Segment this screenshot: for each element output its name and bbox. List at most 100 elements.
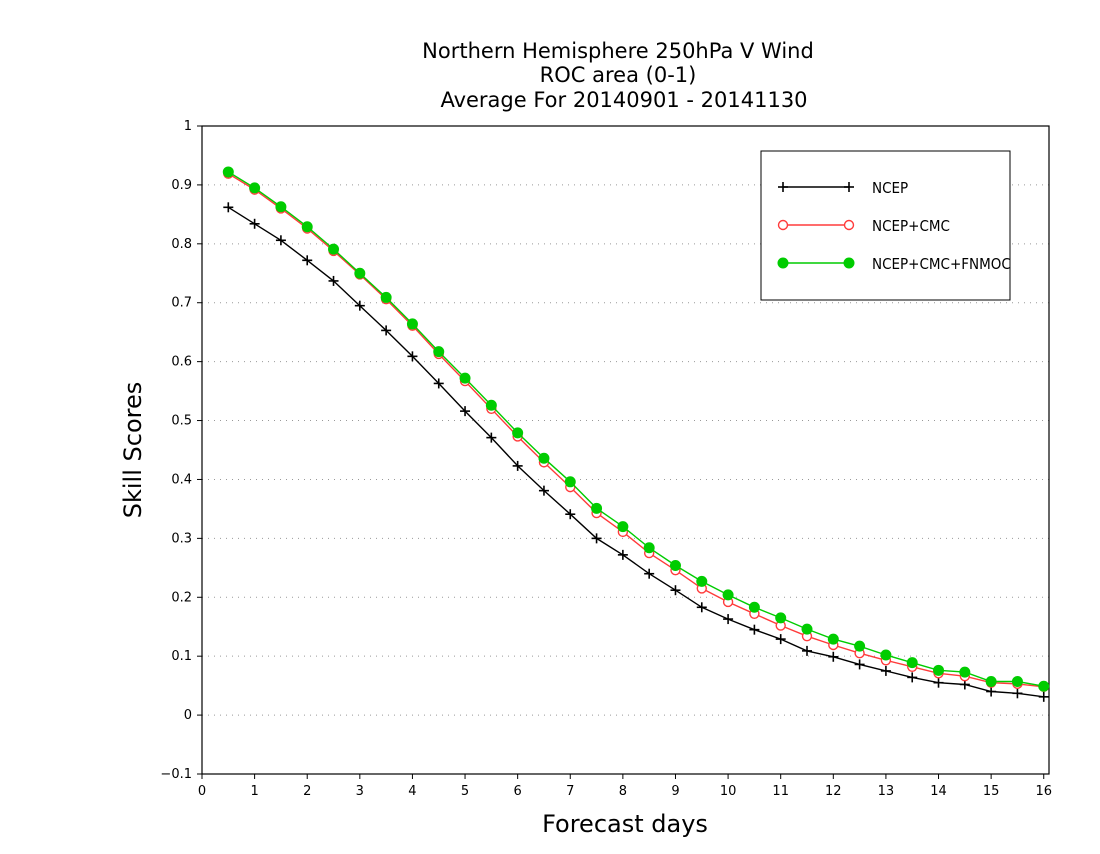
x-tick-label: 9: [671, 784, 679, 799]
y-tick-label: 0.6: [171, 355, 192, 370]
data-point: [696, 575, 708, 587]
data-point: [249, 182, 261, 194]
series-group: [222, 166, 1050, 702]
legend-item: NCEP: [778, 179, 908, 197]
legend-label: NCEP+CMC: [872, 217, 950, 235]
data-point: [512, 460, 523, 471]
data-point: [723, 614, 734, 625]
chart-title: Northern Hemisphere 250hPa V Wind ROC ar…: [422, 39, 814, 112]
data-point: [354, 300, 365, 311]
x-tick-label: 2: [303, 784, 311, 799]
y-tick-label: 0.4: [171, 472, 192, 487]
data-point: [986, 686, 997, 697]
plot-frame: [201, 125, 1050, 775]
data-point: [433, 346, 445, 358]
data-point: [249, 218, 260, 229]
data-point: [302, 255, 313, 266]
data-point: [381, 325, 392, 336]
x-tick-label: 16: [1035, 784, 1052, 799]
data-point: [644, 568, 655, 579]
data-point: [564, 476, 576, 488]
y-tick-label: 0.8: [171, 237, 192, 252]
x-tick-label: 5: [461, 784, 469, 799]
x-tick-label: 8: [619, 784, 627, 799]
series-ncep: [223, 202, 1049, 702]
data-point: [933, 677, 944, 688]
data-point: [407, 351, 418, 362]
legend-label: NCEP+CMC+FNMOC: [872, 255, 1011, 273]
data-point: [801, 623, 813, 635]
title-line-3: Average For 20140901 - 20141130: [440, 88, 807, 112]
data-point: [617, 521, 629, 533]
data-point: [643, 542, 655, 554]
legend-marker: [777, 257, 789, 269]
data-point: [828, 651, 839, 662]
data-point: [354, 267, 366, 279]
legend-item: NCEP+CMC+FNMOC: [777, 255, 1011, 273]
y-tick-label: −0.1: [160, 767, 192, 782]
legend-marker: [777, 219, 789, 231]
y-tick-label: 0.1: [171, 649, 192, 664]
title-line-2: ROC area (0-1): [540, 63, 697, 87]
data-point: [880, 665, 891, 676]
data-point: [380, 291, 392, 303]
data-point: [328, 275, 339, 286]
legend-marker: [843, 219, 855, 231]
y-axis: −0.1 0 0.1 0.2 0.3 0.4 0.5 0.6 0.7 0.8 0.9 1: [160, 119, 202, 782]
data-point: [854, 640, 866, 652]
data-point: [591, 502, 603, 514]
data-point: [275, 201, 287, 213]
y-tick-label: 1: [184, 119, 192, 134]
data-point: [222, 166, 234, 178]
data-point: [223, 202, 234, 213]
x-tick-label: 3: [356, 784, 364, 799]
data-point: [591, 533, 602, 544]
data-point: [460, 406, 471, 417]
data-point: [275, 235, 286, 246]
y-tick-label: 0.7: [171, 296, 192, 311]
data-point: [670, 585, 681, 596]
y-tick-label: 0.5: [171, 414, 192, 429]
data-point: [775, 612, 787, 624]
legend-label: NCEP: [872, 179, 908, 197]
data-point: [485, 399, 497, 411]
data-point: [802, 645, 812, 656]
series-line: [227, 206, 1044, 698]
data-point: [565, 509, 576, 520]
x-tick-label: 0: [198, 784, 206, 799]
legend-item: NCEP+CMC: [777, 217, 950, 235]
data-point: [749, 624, 760, 635]
x-tick-label: 7: [566, 784, 574, 799]
data-point: [669, 559, 681, 571]
data-point: [459, 372, 471, 384]
data-point: [880, 649, 892, 661]
data-point: [907, 672, 918, 683]
y-tick-label: 0.9: [171, 178, 192, 193]
x-tick-label: 1: [250, 784, 258, 799]
data-point: [748, 601, 760, 613]
legend-marker: [778, 182, 788, 192]
legend-marker: [843, 257, 855, 269]
data-point: [722, 589, 734, 601]
legend: NCEP NCEP+CMC NCEP+CMC+FNMOC: [760, 150, 1011, 301]
data-point: [985, 676, 997, 688]
y-tick-label: 0.2: [171, 590, 192, 605]
title-line-1: Northern Hemisphere 250hPa V Wind: [422, 39, 814, 63]
data-point: [433, 378, 444, 389]
data-point: [775, 634, 786, 645]
data-point: [1011, 676, 1023, 688]
x-tick-label: 6: [514, 784, 522, 799]
x-tick-label: 13: [878, 784, 895, 799]
data-point: [301, 221, 313, 233]
data-point: [827, 633, 839, 645]
x-axis-title: Forecast days: [542, 810, 708, 838]
x-tick-label: 10: [720, 784, 737, 799]
data-point: [486, 432, 497, 443]
data-point: [959, 666, 971, 678]
legend-marker: [844, 182, 854, 192]
data-point: [1012, 688, 1023, 699]
y-axis-title: Skill Scores: [119, 382, 147, 519]
y-tick-label: 0.3: [171, 531, 192, 546]
